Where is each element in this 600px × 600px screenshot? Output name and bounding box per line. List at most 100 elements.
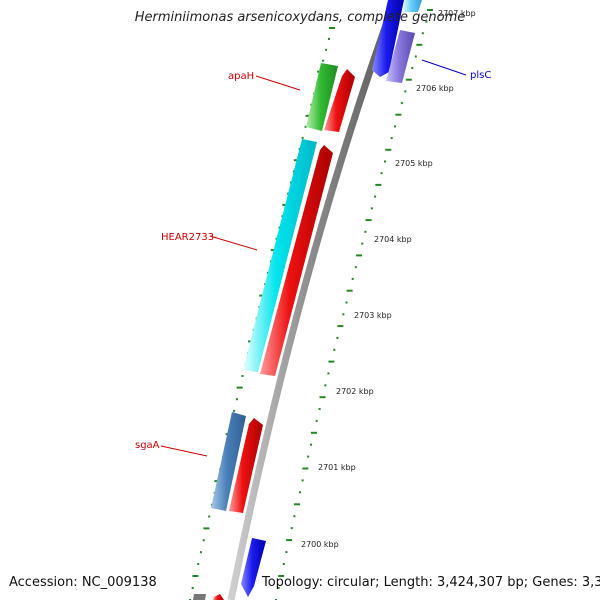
inner-ring-tick	[235, 398, 238, 401]
inner-ring-tick	[199, 551, 202, 554]
inner-ring-tick	[329, 27, 335, 29]
outer-ring-tick	[345, 301, 348, 304]
outer-ring-tick	[310, 443, 312, 446]
outer-ring-tick	[324, 384, 327, 387]
inner-ring-tick	[241, 375, 244, 377]
inner-ring-tick	[191, 587, 194, 589]
kbp-label-2707: 2707 kbp	[438, 9, 476, 18]
outer-ring-tick	[351, 277, 354, 280]
outer-ring-tick	[319, 396, 326, 399]
outer-ring-tick	[315, 419, 318, 422]
outer-ring-tick	[395, 113, 402, 116]
outer-ring-tick	[342, 313, 345, 316]
outer-ring-tick	[294, 503, 301, 506]
inner-ring-tick	[202, 539, 205, 542]
inner-ring-tick	[322, 59, 325, 62]
feature-apaH-red	[324, 69, 355, 132]
outer-ring-tick	[425, 20, 428, 23]
gene-label-HEAR2733: HEAR2733	[161, 232, 214, 243]
outer-ring-tick	[307, 455, 310, 458]
outer-ring-tick	[380, 172, 383, 175]
kbp-label-2701: 2701 kbp	[318, 463, 356, 472]
outer-ring-tick	[370, 207, 373, 210]
gene-label-sgaA: sgaA	[135, 440, 160, 451]
inner-ring-tick	[305, 114, 312, 117]
outer-ring-tick	[290, 527, 293, 530]
outer-ring-tick	[285, 551, 288, 554]
outer-ring-tick	[394, 125, 396, 128]
outer-ring-tick	[277, 587, 280, 589]
kbp-label-2705: 2705 kbp	[395, 159, 433, 168]
sgaA-leader	[160, 445, 208, 457]
inner-ring-tick	[192, 575, 199, 577]
inner-ring-tick	[304, 125, 307, 128]
feature-plsC-purple	[386, 30, 415, 83]
topology-text: Topology: circular; Length: 3,424,307 bp…	[262, 575, 600, 590]
feature-plsC-lightblue	[403, 0, 422, 12]
outer-ring-tick	[405, 78, 412, 81]
feature-HEAR2733-red	[260, 145, 333, 376]
outer-ring-tick	[416, 43, 423, 46]
outer-ring-tick	[384, 160, 386, 163]
outer-ring-tick	[374, 195, 377, 198]
outer-ring-tick	[400, 102, 403, 105]
feature-apaH-green	[306, 63, 338, 131]
outer-ring-tick	[390, 137, 393, 140]
outer-ring-tick	[298, 491, 301, 494]
kbp-label-2702: 2702 kbp	[336, 387, 374, 396]
outer-ring-tick	[327, 372, 330, 375]
outer-ring-tick	[427, 9, 433, 11]
plsC-leader	[421, 59, 467, 76]
accession-text: Accession: NC_009138	[9, 575, 157, 590]
outer-ring-tick	[361, 242, 364, 245]
outer-ring-tick	[414, 55, 417, 58]
kbp-label-2706: 2706 kbp	[416, 84, 454, 93]
outer-ring-tick	[336, 336, 339, 339]
inner-ring-tick	[236, 386, 243, 389]
kbp-label-2700: 2700 kbp	[301, 540, 339, 549]
outer-ring-tick	[354, 266, 357, 269]
gene-label-apaH: apaH	[228, 71, 254, 82]
inner-ring-tick	[197, 563, 200, 566]
outer-ring-tick	[356, 254, 362, 257]
inner-ring-tick	[203, 527, 210, 530]
outer-ring-tick	[337, 325, 344, 328]
apaH-leader	[255, 75, 301, 91]
inner-ring-tick	[328, 37, 330, 40]
feature-HEAR2733-cyan	[243, 139, 317, 372]
outer-ring-tick	[310, 431, 317, 434]
inner-ring-tick	[233, 409, 236, 412]
outer-ring-tick	[282, 563, 285, 565]
feature-lower-blue	[241, 538, 266, 597]
genome-backbone	[227, 0, 399, 600]
gene-label-plsC: plsC	[470, 70, 491, 81]
outer-ring-tick	[375, 183, 382, 186]
outer-ring-tick	[293, 515, 296, 518]
outer-ring-tick	[278, 575, 285, 577]
inner-ring-tick	[325, 48, 328, 51]
feature-bottom-red	[213, 594, 224, 600]
inner-ring-tick	[301, 136, 304, 139]
feature-sgaA-steelblue	[211, 412, 246, 511]
feature-sgaA-red	[229, 418, 263, 513]
outer-ring-tick	[421, 32, 424, 35]
inner-ring-tick	[208, 515, 211, 518]
kbp-label-2703: 2703 kbp	[354, 311, 392, 320]
outer-ring-tick	[411, 67, 414, 70]
outer-ring-tick	[333, 348, 336, 351]
outer-ring-tick	[301, 479, 304, 482]
outer-ring-tick	[404, 90, 407, 93]
outer-ring-tick	[346, 289, 353, 292]
outer-ring-tick	[365, 219, 372, 222]
outer-tick-ring	[275, 9, 433, 600]
outer-ring-tick	[286, 539, 293, 542]
outer-ring-tick	[385, 148, 392, 151]
feature-plsC-blue	[372, 0, 404, 77]
HEAR2733-leader	[209, 235, 258, 251]
kbp-label-2704: 2704 kbp	[374, 235, 412, 244]
outer-ring-tick	[328, 360, 335, 363]
outer-ring-tick	[302, 467, 309, 470]
feature-bottom-gray	[193, 594, 206, 600]
map-title: Herminiimonas arsenicoxydans, complete g…	[134, 10, 466, 25]
